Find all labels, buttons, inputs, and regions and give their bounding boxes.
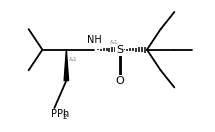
Text: O: O: [115, 76, 124, 86]
Text: NH: NH: [87, 35, 102, 45]
Text: S: S: [116, 45, 123, 55]
Text: PPh: PPh: [51, 109, 69, 119]
Text: 2: 2: [62, 114, 66, 120]
Text: &1: &1: [69, 57, 78, 62]
Polygon shape: [64, 50, 69, 81]
Text: &1: &1: [110, 40, 119, 45]
